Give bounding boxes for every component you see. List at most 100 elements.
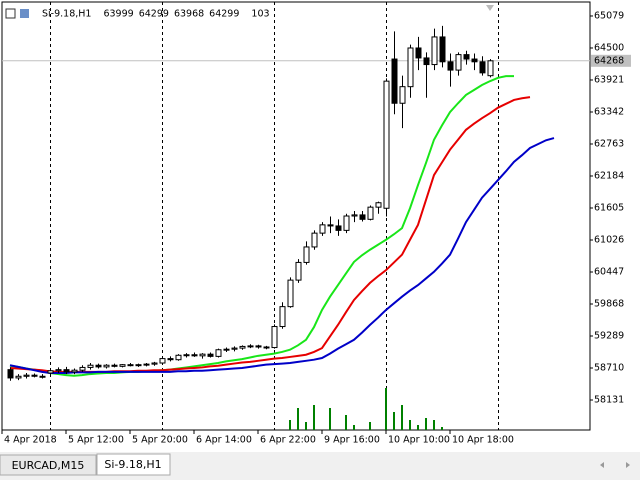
volume-bar <box>289 420 291 430</box>
header-text: Si-9.18,H1 <box>42 9 91 20</box>
candle-body <box>255 345 262 348</box>
candle-body <box>303 246 310 263</box>
candle-body <box>471 58 478 63</box>
candle-body <box>359 214 366 220</box>
volume-bar <box>409 420 411 430</box>
candle-body <box>415 47 422 59</box>
candle-body <box>39 375 46 378</box>
x-tick-label: 6 Apr 22:00 <box>260 435 316 446</box>
candle-body <box>215 349 222 357</box>
volume-bar <box>441 427 443 430</box>
ma-line <box>9 137 555 374</box>
candle-body <box>263 346 270 349</box>
header-text: 63968 <box>174 9 204 20</box>
candle-body <box>15 375 22 379</box>
candle-body <box>151 362 158 365</box>
candle-body <box>391 58 398 104</box>
candle-body <box>143 363 150 366</box>
volume-bar <box>297 408 299 430</box>
candle-body <box>63 369 70 373</box>
volume-bar <box>345 415 347 430</box>
candle-body <box>47 370 54 374</box>
y-tick-label: 58131 <box>594 394 624 405</box>
tab-label[interactable]: EURCAD,M15 <box>12 459 85 472</box>
y-tick-label: 58710 <box>594 362 624 373</box>
x-tick-label: 5 Apr 12:00 <box>68 435 124 446</box>
volume-bar <box>393 412 395 430</box>
volume-bar <box>417 425 419 430</box>
y-tick-label: 63342 <box>594 106 624 117</box>
candle-body <box>327 224 334 227</box>
candle-body <box>319 224 326 234</box>
volume-bar <box>353 425 355 430</box>
scroll-right[interactable] <box>626 462 630 468</box>
candle-body <box>87 364 94 368</box>
y-tick-label: 63921 <box>594 74 624 85</box>
volume-bar <box>329 408 331 430</box>
icon <box>20 9 29 18</box>
candle-body <box>111 364 118 367</box>
candle-body <box>79 366 86 371</box>
candle-body <box>127 364 134 367</box>
candle-body <box>183 354 190 357</box>
tab-label[interactable]: Si-9.18,H1 <box>104 458 161 471</box>
y-tick-label: 61026 <box>594 234 624 245</box>
candle-body <box>31 374 38 377</box>
volume-bar <box>425 418 427 430</box>
candle-body <box>351 214 358 217</box>
scroll-left[interactable] <box>600 462 604 468</box>
tab[interactable] <box>0 454 97 476</box>
shift-marker <box>486 5 494 11</box>
candle-body <box>439 36 446 63</box>
candle-body <box>335 225 342 231</box>
candle-body <box>23 374 30 377</box>
candle-body <box>135 364 142 367</box>
x-tick-label: 4 Apr 2018 <box>4 435 57 446</box>
ma-line <box>9 75 514 377</box>
candle-body <box>431 36 438 66</box>
candle-body <box>95 364 102 368</box>
y-tick-label: 65079 <box>594 10 624 21</box>
header-text: 64299 <box>139 9 169 20</box>
candle-body <box>199 353 206 357</box>
candle-body <box>207 353 214 357</box>
x-tick-label: 9 Apr 16:00 <box>324 435 380 446</box>
candle-body <box>311 232 318 248</box>
candle-body <box>159 358 166 364</box>
candle-body <box>407 47 414 88</box>
volume-bar <box>313 405 315 430</box>
candle-body <box>479 61 486 74</box>
candle-body <box>487 60 494 77</box>
y-tick-label: 59868 <box>594 298 624 309</box>
candle-body <box>167 358 174 361</box>
candle-body <box>295 261 302 281</box>
y-tick-label: 61605 <box>594 202 624 213</box>
candle-body <box>343 215 350 231</box>
header-text: 103 <box>251 9 269 20</box>
price-label-bg <box>591 54 631 67</box>
candle-body <box>423 57 430 66</box>
y-tick-label: 62763 <box>594 138 624 149</box>
candle-body <box>287 279 294 308</box>
candle-body <box>399 86 406 104</box>
volume-bar <box>433 420 435 430</box>
icon <box>5 8 16 19</box>
x-tick-label: 5 Apr 20:00 <box>132 435 188 446</box>
y-tick-label: 64500 <box>594 42 624 53</box>
volume-bar <box>305 422 307 430</box>
x-tick-label: 10 Apr 18:00 <box>452 435 514 446</box>
tab-active[interactable] <box>96 453 171 476</box>
candle-body <box>119 364 126 367</box>
candle-body <box>447 61 454 71</box>
candle-body <box>367 206 374 220</box>
candle-body <box>279 306 286 328</box>
x-tick-label: 6 Apr 14:00 <box>196 435 252 446</box>
candle-body <box>375 202 382 208</box>
candle-body <box>247 345 254 348</box>
x-tick-label: 10 Apr 10:00 <box>388 435 450 446</box>
candle-body <box>271 326 278 349</box>
candle-body <box>383 80 390 209</box>
candle-body <box>463 54 470 60</box>
